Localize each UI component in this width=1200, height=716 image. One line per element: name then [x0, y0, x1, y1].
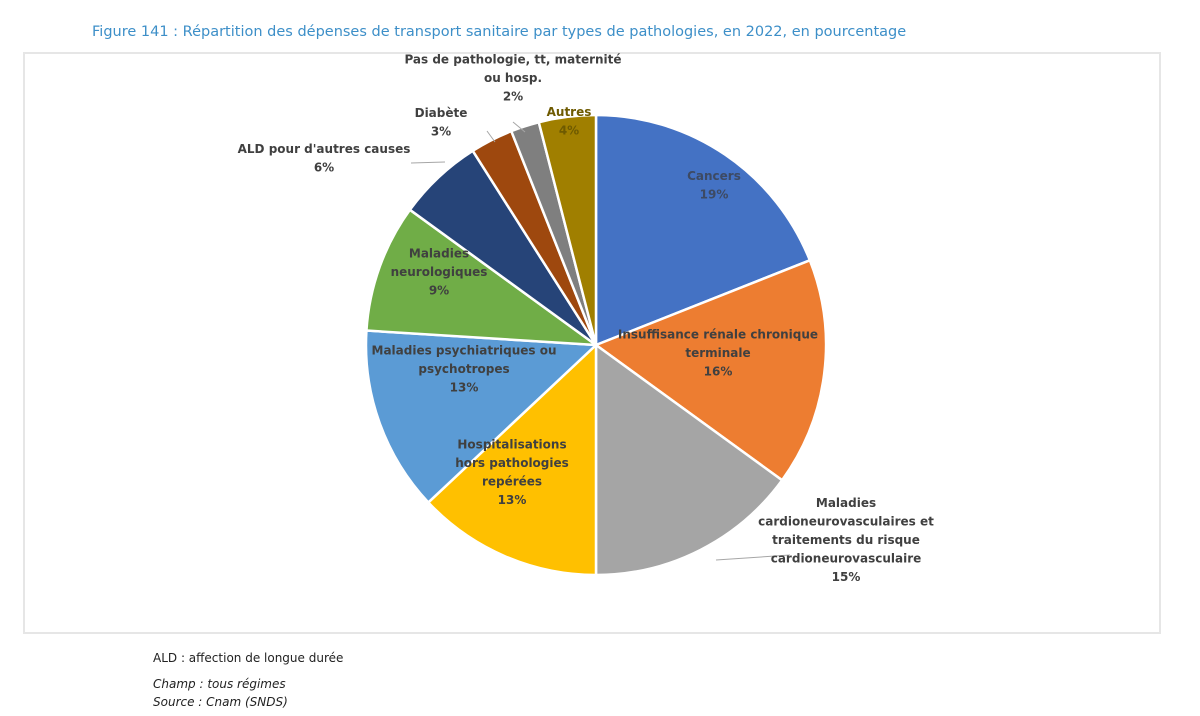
slice-value-label: 4%	[559, 123, 579, 137]
slice-value-label: 15%	[832, 570, 861, 584]
slice-name-line: neurologiques	[391, 265, 488, 279]
slice-label: Maladies psychiatriques ou psychotropes 13…	[372, 344, 557, 395]
pie-slice	[594, 259, 828, 482]
slice-label: Insuffisance rénale chronique terminale 16…	[618, 328, 818, 379]
slice-label: Maladies cardioneurovasculaires et traitem…	[758, 496, 934, 584]
chart-frame	[23, 52, 1161, 634]
leader-line	[512, 121, 526, 133]
slice-name-line: Maladies	[816, 496, 876, 510]
pie-slices	[364, 113, 828, 577]
pie-slice	[365, 208, 598, 347]
slice-value-label: 6%	[314, 160, 334, 174]
leader-lines	[410, 121, 791, 561]
leader-line	[410, 161, 446, 164]
leader-line	[486, 130, 496, 143]
slice-name-line: Insuffisance rénale chronique	[618, 328, 818, 342]
slice-label: Pas de pathologie, tt, maternité ou hosp.…	[404, 53, 621, 104]
slice-name-line: ALD pour d'autres causes	[238, 142, 411, 156]
slice-name-line: traitements du risque	[772, 533, 920, 547]
slice-label: Autres 4%	[547, 105, 592, 138]
slice-label: Hospitalisations hors pathologies repérées…	[455, 437, 569, 507]
slice-label: ALD pour d'autres causes 6%	[238, 142, 411, 175]
slice-labels: Cancers 19% Insuffisance rénale chronique t…	[238, 53, 935, 585]
slice-name-line: Pas de pathologie, tt, maternité	[404, 53, 621, 67]
slice-name-line: repérées	[482, 474, 542, 488]
slice-name-line: ou hosp.	[484, 71, 542, 85]
slice-label: Cancers 19%	[687, 169, 741, 202]
pie-slice	[537, 113, 598, 347]
slice-name-line: Maladies psychiatriques ou	[372, 344, 557, 358]
slice-label: Diabète 3%	[415, 106, 468, 139]
slice-name-line: Cancers	[687, 169, 741, 183]
slice-name-line: hors pathologies	[455, 456, 569, 470]
slice-name-line: Diabète	[415, 106, 468, 120]
slice-name-line: cardioneurovasculaire	[771, 552, 922, 566]
pie-slice	[594, 343, 784, 577]
slice-name-line: Maladies	[409, 247, 469, 261]
leader-line	[715, 554, 791, 561]
slice-name-line: Hospitalisations	[457, 437, 566, 451]
scope-note: Champ : tous régimes	[153, 677, 286, 691]
slice-value-label: 3%	[431, 124, 451, 138]
slice-value-label: 9%	[429, 284, 449, 298]
slice-value-label: 16%	[704, 365, 733, 379]
abbreviation-note: ALD : affection de longue durée	[153, 651, 344, 665]
slice-value-label: 13%	[450, 381, 479, 395]
pie-slice	[427, 343, 598, 577]
slice-name-line: Autres	[547, 105, 592, 119]
slice-value-label: 2%	[503, 90, 523, 104]
slice-name-line: cardioneurovasculaires et	[758, 515, 934, 529]
slice-label: Maladies neurologiques 9%	[391, 247, 488, 298]
slice-value-label: 13%	[498, 493, 527, 507]
source-note: Source : Cnam (SNDS)	[153, 695, 288, 709]
slice-name-line: terminale	[685, 346, 750, 360]
slice-name-line: psychotropes	[418, 362, 509, 376]
pie-slice	[364, 329, 598, 504]
pie-slice	[594, 113, 812, 347]
figure-title: Figure 141 : Répartition des dépenses de…	[92, 24, 907, 40]
slice-value-label: 19%	[700, 187, 729, 201]
